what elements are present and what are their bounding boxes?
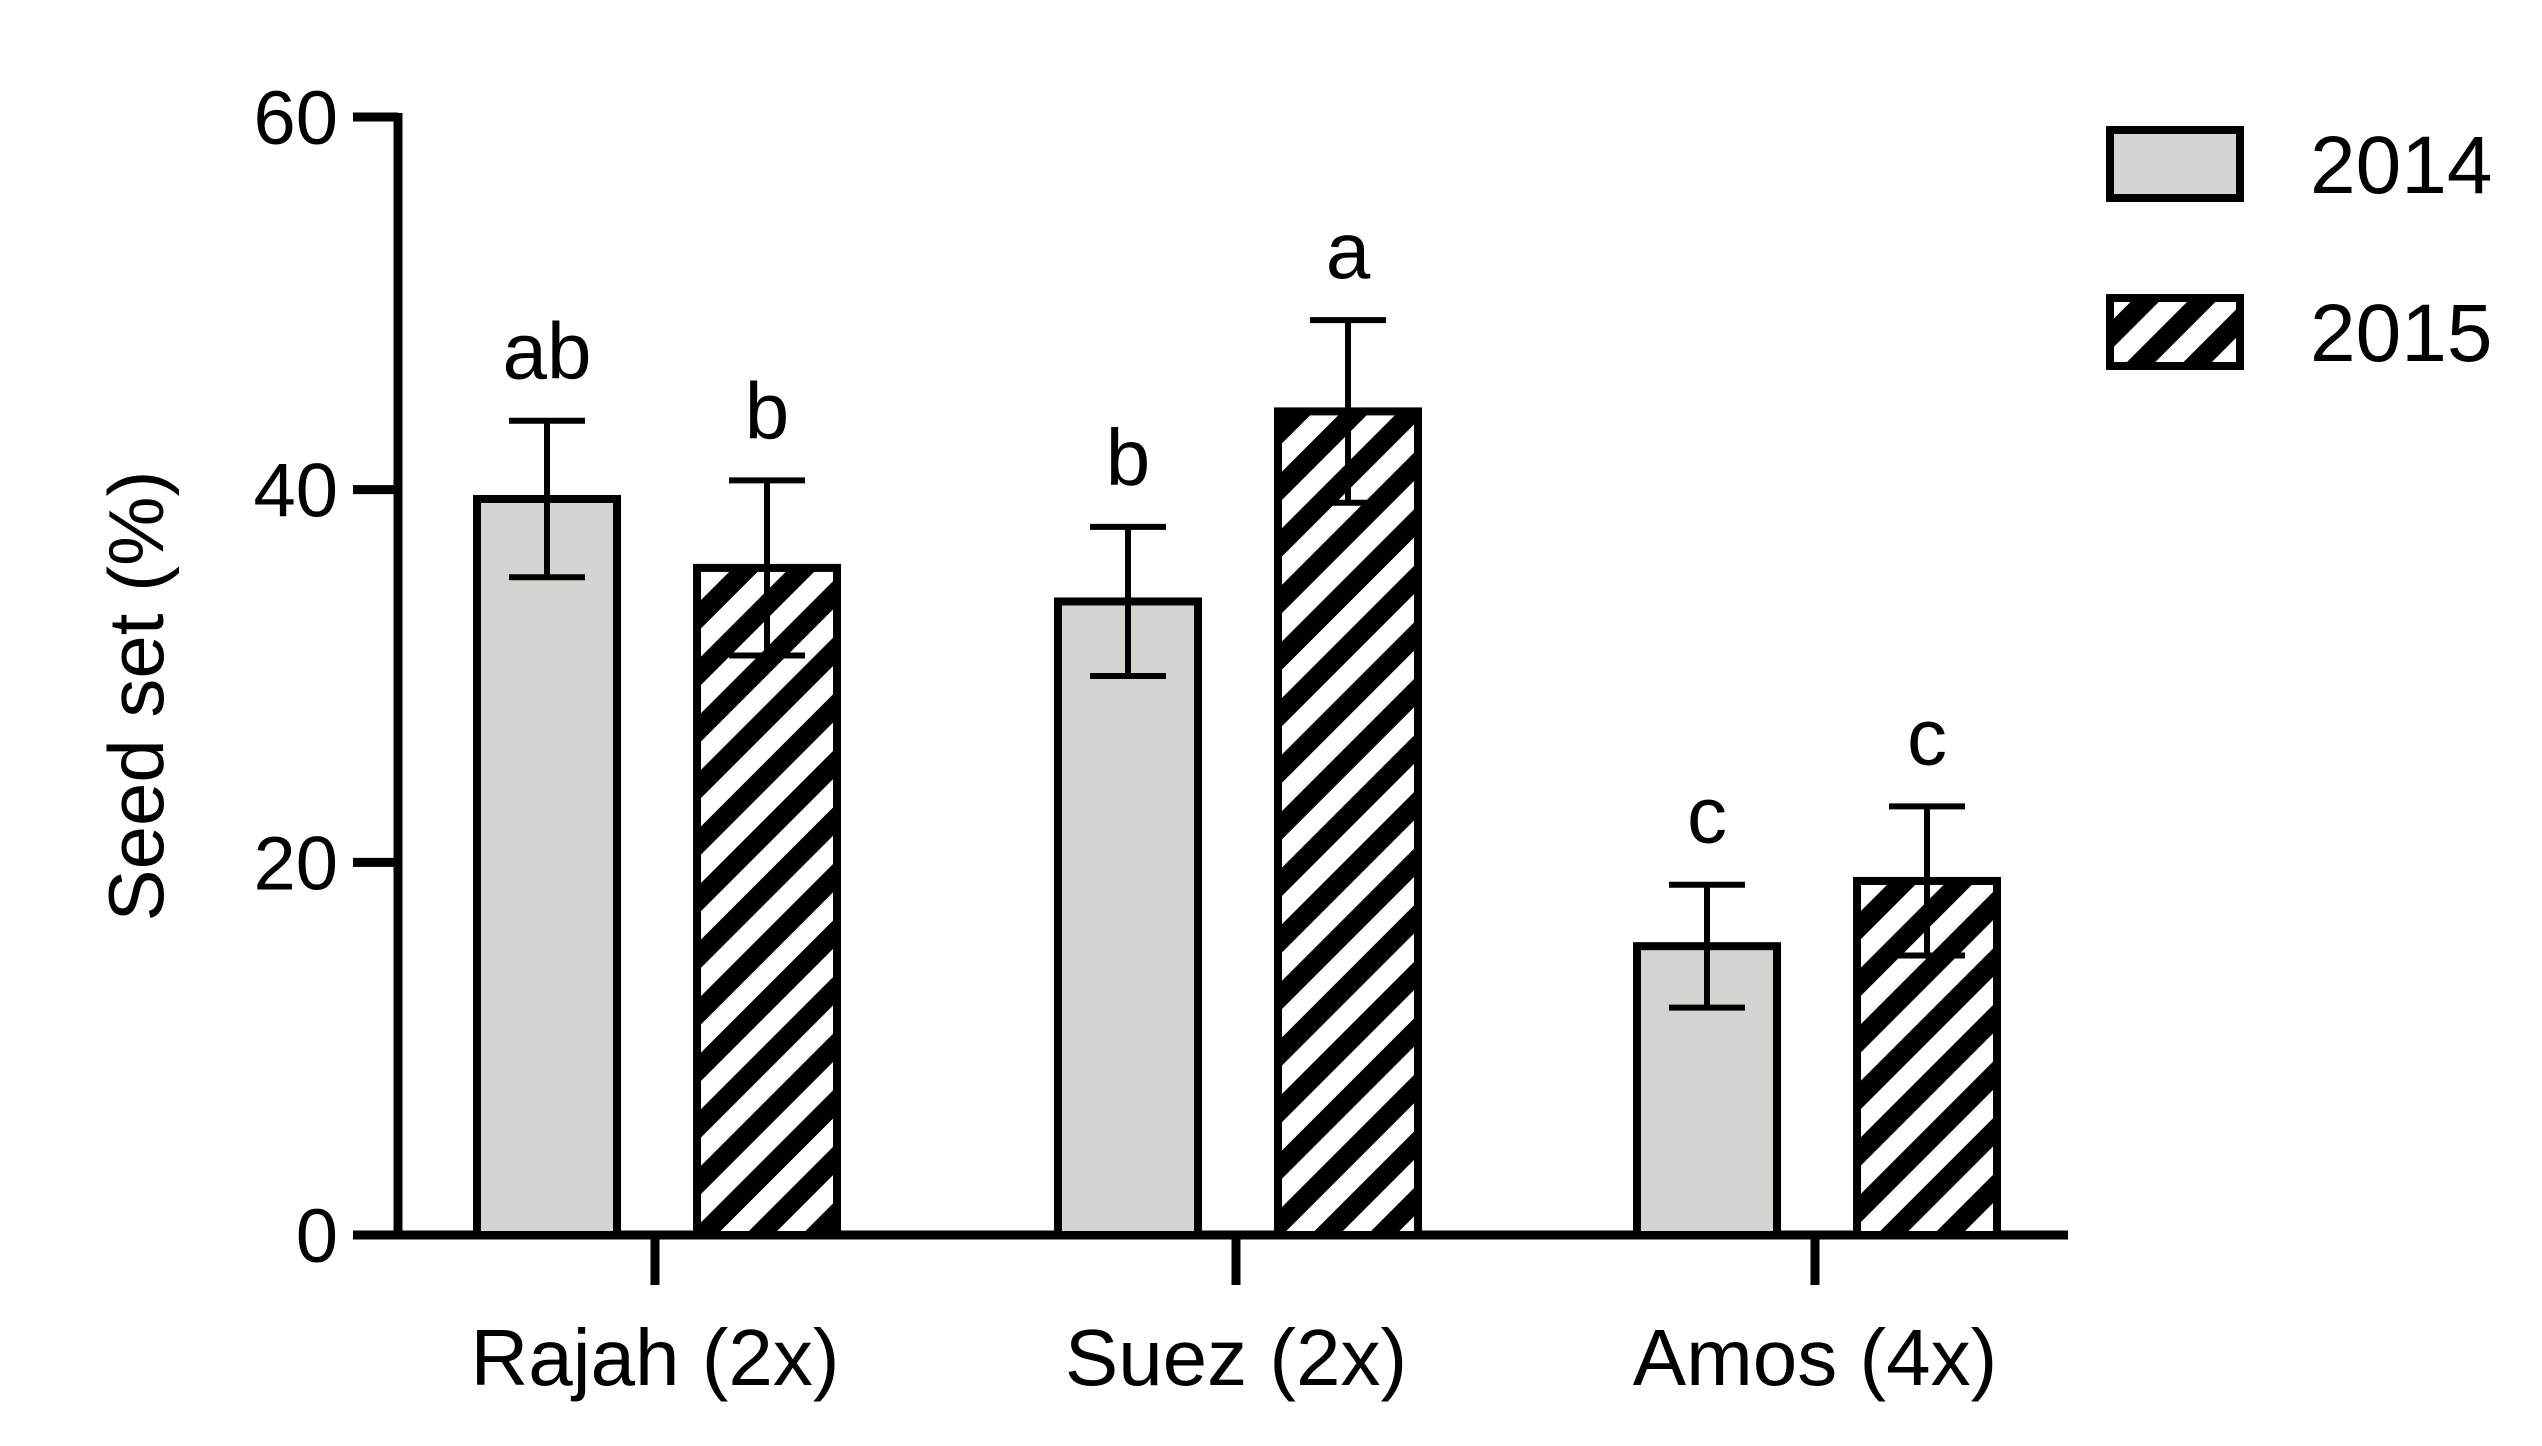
significance-letter: b — [1106, 413, 1151, 502]
axes: 0 20 40 60 Seed set (%) Rajah (2x) Suez (2x) Am… — [92, 76, 2068, 1402]
legend-label-2015: 2015 — [2310, 288, 2492, 379]
y-tick-label: 0 — [296, 1194, 338, 1279]
x-tick-label: Amos (4x) — [1633, 1313, 1998, 1402]
y-tick-label: 60 — [253, 76, 338, 161]
bar-2015-1 — [1274, 407, 1422, 1239]
significance-letter: ab — [503, 307, 592, 396]
labels: ab b c b a c — [503, 206, 1947, 860]
legend: 2014 2015 — [2106, 120, 2492, 379]
y-tick-label: 20 — [253, 821, 338, 906]
y-axis-label: Seed set (%) — [92, 471, 180, 922]
significance-letter: a — [1326, 206, 1371, 295]
x-tick-label: Rajah (2x) — [470, 1313, 839, 1402]
significance-letter: c — [1687, 771, 1727, 860]
significance-letter: b — [745, 366, 790, 455]
x-tick-label: Suez (2x) — [1065, 1313, 1407, 1402]
legend-label-2014: 2014 — [2310, 120, 2492, 211]
bars — [473, 317, 2001, 1240]
bar-2014-1 — [1054, 597, 1202, 1239]
significance-letter: c — [1907, 692, 1947, 781]
legend-swatch-2015 — [2106, 294, 2244, 370]
bar-2014-0 — [473, 494, 621, 1239]
y-tick-label: 40 — [253, 449, 338, 534]
legend-swatch-2014 — [2106, 126, 2244, 202]
bar-2015-0 — [693, 563, 841, 1239]
